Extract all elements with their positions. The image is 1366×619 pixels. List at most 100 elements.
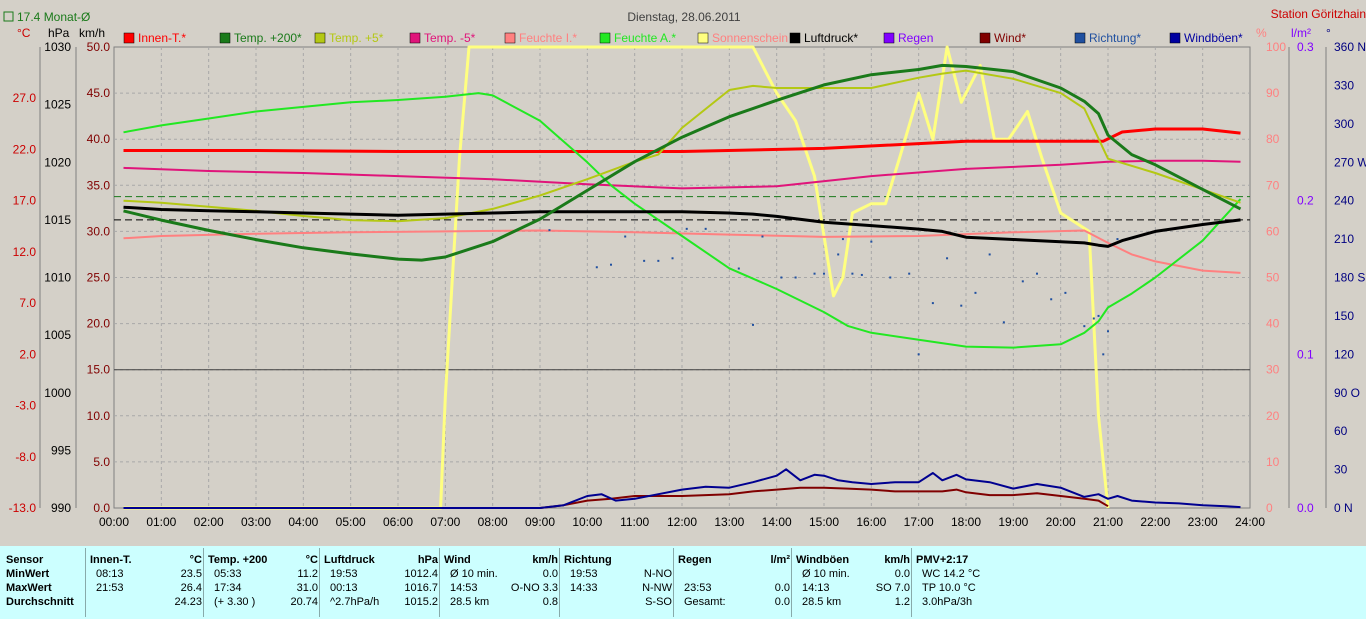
footer-value: SO 7.0: [875, 582, 910, 594]
wind-tick-label: 45.0: [87, 86, 111, 100]
pressure-tick-label: 995: [51, 443, 71, 457]
footer-cell: (+ 3.30 ): [214, 596, 256, 608]
temperature-tick-label: -13.0: [9, 501, 37, 515]
legend-label[interactable]: Wind*: [994, 31, 1026, 45]
wind-tick-label: 5.0: [93, 455, 110, 469]
footer-header: Sensor: [6, 554, 44, 566]
footer-separator: [203, 548, 204, 617]
direction-point: [685, 227, 688, 230]
humidity-tick-label: 30: [1266, 363, 1280, 377]
legend-label[interactable]: Temp. +5*: [329, 31, 384, 45]
unit-kmh: km/h: [79, 26, 105, 40]
legend-label[interactable]: Windböen*: [1184, 31, 1243, 45]
chart-title: Dienstag, 28.06.2011: [627, 10, 741, 24]
x-tick-label: 23:00: [1188, 515, 1218, 529]
footer-cell: TP 10.0 °C: [922, 582, 976, 594]
direction-point: [889, 276, 892, 279]
legend-swatch: [979, 32, 991, 44]
series-wind-: [123, 486, 1109, 509]
footer-value: 1012.4: [404, 568, 438, 580]
direction-point: [1064, 291, 1067, 294]
footer-unit: km/h: [532, 554, 558, 566]
x-tick-label: 09:00: [525, 515, 555, 529]
direction-point: [737, 267, 740, 270]
x-tick-label: 06:00: [383, 515, 413, 529]
pressure-tick-label: 1015: [44, 213, 71, 227]
legend-label[interactable]: Sonnenschein: [712, 31, 788, 45]
footer-unit: hPa: [417, 554, 438, 566]
legend-label[interactable]: Innen-T.*: [138, 31, 186, 45]
series-feuchte-a-: [123, 92, 1242, 349]
legend-label[interactable]: Richtung*: [1089, 31, 1141, 45]
legend-label[interactable]: Feuchte A.*: [614, 31, 676, 45]
direction-tick-label: 270 W: [1334, 155, 1366, 169]
direction-point: [595, 266, 598, 269]
direction-point: [704, 227, 707, 230]
legend-swatch: [123, 32, 135, 44]
footer-value: 31.0: [296, 582, 318, 594]
legend-swatch: [1169, 32, 1181, 44]
footer-cell: MaxWert: [6, 582, 52, 594]
footer-value: 11.2: [297, 568, 318, 580]
direction-tick-label: 180 S: [1334, 271, 1365, 285]
footer-cell: 14:33: [570, 582, 598, 594]
footer-cell: MinWert: [6, 568, 50, 580]
direction-tick-label: 120: [1334, 347, 1354, 361]
legend-swatch: [409, 32, 421, 44]
legend-label[interactable]: Temp. -5*: [424, 31, 476, 45]
x-tick-label: 11:00: [620, 515, 649, 529]
direction-point: [671, 257, 674, 260]
temperature-tick-label: -8.0: [15, 450, 36, 464]
legend-label[interactable]: Feuchte I.*: [519, 31, 577, 45]
direction-point: [1002, 321, 1005, 324]
series-layer: [123, 45, 1242, 510]
x-tick-label: 12:00: [667, 515, 697, 529]
footer-unit: km/h: [884, 554, 910, 566]
rain-tick-label: 0.2: [1297, 194, 1314, 208]
legend-label[interactable]: Luftdruck*: [804, 31, 858, 45]
footer-unit: °C: [305, 554, 318, 566]
temperature-tick-label: 7.0: [19, 296, 36, 310]
footer-header: Temp. +200: [208, 554, 268, 566]
pressure-tick-label: 990: [51, 501, 71, 515]
x-tick-label: 22:00: [1140, 515, 1170, 529]
direction-point: [610, 263, 612, 266]
x-tick-label: 13:00: [714, 515, 744, 529]
direction-point: [837, 253, 840, 256]
x-tick-label: 24:00: [1235, 515, 1265, 529]
temperature-tick-label: 27.0: [13, 91, 37, 105]
series-windb-en-: [123, 468, 1241, 509]
footer-value: 23.5: [180, 568, 202, 580]
direction-point: [1036, 272, 1038, 275]
direction-point: [643, 259, 646, 262]
direction-point: [1021, 280, 1024, 283]
monthly-avg-label: 17.4 Monat-Ø: [17, 10, 90, 24]
footer-header: Wind: [444, 554, 471, 566]
footer-column: Sensor MinWert MaxWert Durchschnitt: [4, 546, 88, 619]
direction-point: [988, 253, 991, 256]
footer-separator: [439, 548, 440, 617]
direction-point: [1097, 314, 1100, 317]
footer-value: N-NO: [643, 568, 672, 580]
direction-tick-label: 240: [1334, 194, 1354, 208]
direction-tick-label: 330: [1334, 78, 1354, 92]
direction-point: [794, 276, 797, 279]
humidity-tick-label: 0: [1266, 501, 1273, 515]
footer-header: PMV+2:17: [916, 554, 969, 566]
direction-point: [931, 302, 934, 305]
footer-value: 1.2: [894, 596, 910, 608]
legend-label[interactable]: Temp. +200*: [234, 31, 302, 45]
footer-cell: Ø 10 min.: [450, 568, 498, 580]
temperature-tick-label: -3.0: [15, 399, 36, 413]
footer-cell: 3.0hPa/3h: [922, 596, 973, 608]
series-feuchte-i-: [123, 229, 1241, 274]
footer-header: Innen-T.: [90, 554, 132, 566]
footer-value: 20.74: [290, 596, 318, 608]
series-innen-t-: [123, 127, 1241, 153]
footer-value: S-SO: [645, 596, 672, 608]
temperature-tick-label: 17.0: [13, 194, 37, 208]
footer-value: 0.8: [542, 596, 558, 608]
footer-cell: 14:53: [450, 582, 478, 594]
direction-point: [1102, 353, 1105, 356]
legend-label[interactable]: Regen: [898, 31, 933, 45]
